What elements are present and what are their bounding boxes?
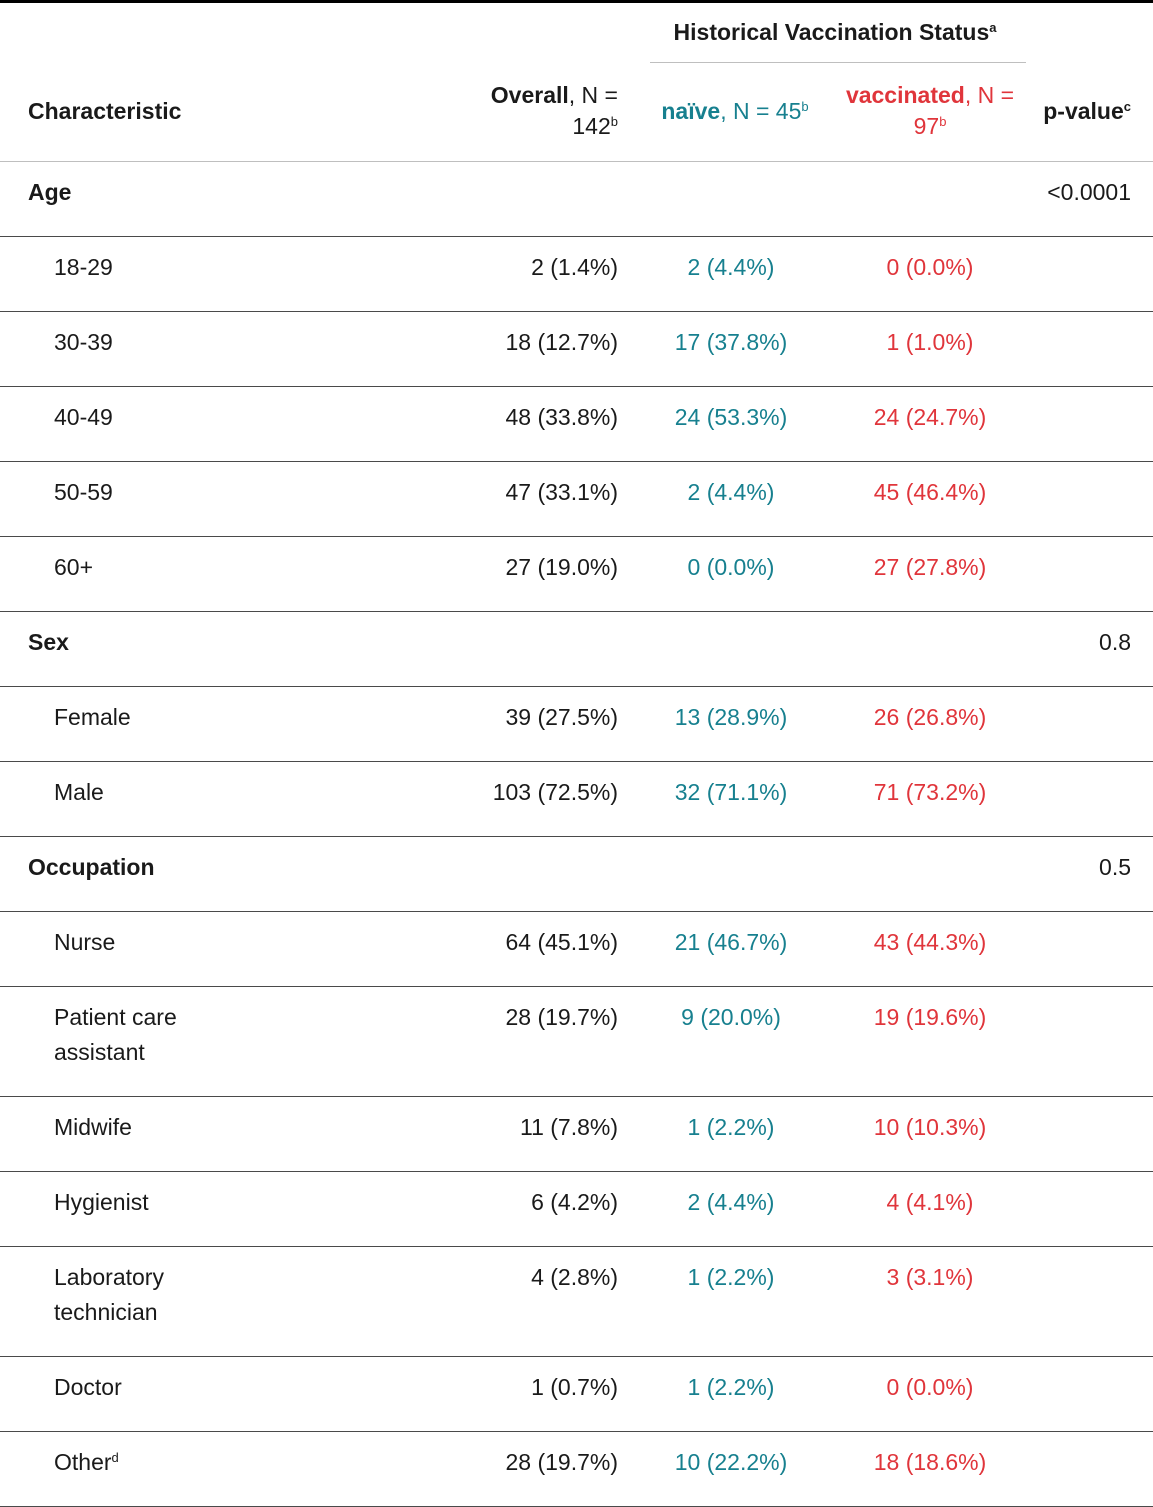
table-row: Patient care assistant 28 (19.7%) 9 (20.… xyxy=(0,986,1153,1097)
header-row-columns: Characteristic Overall, N = 142b naïve, … xyxy=(0,61,1153,162)
row-label: Laboratory technician xyxy=(0,1246,460,1357)
table-row: Laboratory technician 4 (2.8%) 1 (2.2%) … xyxy=(0,1246,1153,1357)
characteristic-header: Characteristic xyxy=(0,61,460,162)
row-label: 60+ xyxy=(0,536,460,612)
naive-value: 2 (4.4%) xyxy=(640,1171,830,1247)
naive-value: 2 (4.4%) xyxy=(640,461,830,537)
naive-value: 24 (53.3%) xyxy=(640,386,830,462)
row-label: Doctor xyxy=(0,1356,460,1432)
overall-value: 6 (4.2%) xyxy=(460,1171,640,1247)
overall-value: 2 (1.4%) xyxy=(460,236,640,312)
vaccinated-value: 0 (0.0%) xyxy=(830,1356,1031,1432)
table-row: Hygienist 6 (4.2%) 2 (4.4%) 4 (4.1%) xyxy=(0,1171,1153,1247)
table-row: Doctor 1 (0.7%) 1 (2.2%) 0 (0.0%) xyxy=(0,1356,1153,1432)
vaccinated-value: 1 (1.0%) xyxy=(830,311,1031,387)
overall-header: Overall, N = 142b xyxy=(460,61,640,162)
naive-value: 1 (2.2%) xyxy=(640,1356,830,1432)
vaccinated-value: 0 (0.0%) xyxy=(830,236,1031,312)
overall-value: 27 (19.0%) xyxy=(460,536,640,612)
group-row-occupation: Occupation 0.5 xyxy=(0,836,1153,912)
table-row: 18-29 2 (1.4%) 2 (4.4%) 0 (0.0%) xyxy=(0,236,1153,312)
table-row: Female 39 (27.5%) 13 (28.9%) 26 (26.8%) xyxy=(0,686,1153,762)
vaccinated-value: 71 (73.2%) xyxy=(830,761,1031,837)
pvalue-header: p-valuec xyxy=(1030,61,1153,162)
overall-value: 47 (33.1%) xyxy=(460,461,640,537)
vaccinated-value: 4 (4.1%) xyxy=(830,1171,1031,1247)
group-row-age: Age <0.0001 xyxy=(0,161,1153,237)
overall-value: 1 (0.7%) xyxy=(460,1356,640,1432)
overall-value: 103 (72.5%) xyxy=(460,761,640,837)
row-label: Hygienist xyxy=(0,1171,460,1247)
row-label: Female xyxy=(0,686,460,762)
table-row: Nurse 64 (45.1%) 21 (46.7%) 43 (44.3%) xyxy=(0,911,1153,987)
overall-value: 28 (19.7%) xyxy=(460,1431,640,1507)
overall-value: 18 (12.7%) xyxy=(460,311,640,387)
row-label: Midwife xyxy=(0,1096,460,1172)
overall-value: 28 (19.7%) xyxy=(460,986,640,1097)
table-row: 40-49 48 (33.8%) 24 (53.3%) 24 (24.7%) xyxy=(0,386,1153,462)
overall-value: 11 (7.8%) xyxy=(460,1096,640,1172)
naive-value: 10 (22.2%) xyxy=(640,1431,830,1507)
row-label: 40-49 xyxy=(0,386,460,462)
table-row: Midwife 11 (7.8%) 1 (2.2%) 10 (10.3%) xyxy=(0,1096,1153,1172)
row-label: 30-39 xyxy=(0,311,460,387)
table-row: 30-39 18 (12.7%) 17 (37.8%) 1 (1.0%) xyxy=(0,311,1153,387)
group-label: Sex xyxy=(0,611,460,687)
naive-value: 21 (46.7%) xyxy=(640,911,830,987)
naive-value: 0 (0.0%) xyxy=(640,536,830,612)
row-label: Nurse xyxy=(0,911,460,987)
vaccinated-value: 18 (18.6%) xyxy=(830,1431,1031,1507)
p-value: 0.5 xyxy=(1030,836,1153,912)
row-label: 50-59 xyxy=(0,461,460,537)
vaccinated-value: 3 (3.1%) xyxy=(830,1246,1031,1357)
overall-value: 39 (27.5%) xyxy=(460,686,640,762)
vaccinated-value: 26 (26.8%) xyxy=(830,686,1031,762)
p-value: <0.0001 xyxy=(1030,161,1153,237)
row-label: Male xyxy=(0,761,460,837)
table-row: Otherd 28 (19.7%) 10 (22.2%) 18 (18.6%) xyxy=(0,1431,1153,1507)
naive-value: 1 (2.2%) xyxy=(640,1246,830,1357)
group-label: Age xyxy=(0,161,460,237)
naive-value: 17 (37.8%) xyxy=(640,311,830,387)
naive-value: 1 (2.2%) xyxy=(640,1096,830,1172)
vaccinated-value: 19 (19.6%) xyxy=(830,986,1031,1097)
group-label: Occupation xyxy=(0,836,460,912)
overall-value: 48 (33.8%) xyxy=(460,386,640,462)
overall-value: 64 (45.1%) xyxy=(460,911,640,987)
vaccinated-value: 10 (10.3%) xyxy=(830,1096,1031,1172)
naive-value: 13 (28.9%) xyxy=(640,686,830,762)
vaccinated-header: vaccinated, N = 97b xyxy=(830,61,1031,162)
row-label: Otherd xyxy=(0,1431,460,1507)
row-label: Patient care assistant xyxy=(0,986,460,1097)
vaccinated-value: 45 (46.4%) xyxy=(830,461,1031,537)
table-row: 50-59 47 (33.1%) 2 (4.4%) 45 (46.4%) xyxy=(0,461,1153,537)
group-row-sex: Sex 0.8 xyxy=(0,611,1153,687)
naive-value: 9 (20.0%) xyxy=(640,986,830,1097)
group-header: Historical Vaccination Statusa xyxy=(640,0,1031,63)
table-row: 60+ 27 (19.0%) 0 (0.0%) 27 (27.8%) xyxy=(0,536,1153,612)
table-row: Male 103 (72.5%) 32 (71.1%) 71 (73.2%) xyxy=(0,761,1153,837)
naive-header: naïve, N = 45b xyxy=(640,61,830,162)
naive-value: 32 (71.1%) xyxy=(640,761,830,837)
p-value: 0.8 xyxy=(1030,611,1153,687)
row-label: 18-29 xyxy=(0,236,460,312)
naive-value: 2 (4.4%) xyxy=(640,236,830,312)
vaccinated-value: 24 (24.7%) xyxy=(830,386,1031,462)
vaccinated-value: 43 (44.3%) xyxy=(830,911,1031,987)
overall-value: 4 (2.8%) xyxy=(460,1246,640,1357)
vaccinated-value: 27 (27.8%) xyxy=(830,536,1031,612)
header-row-group: Historical Vaccination Statusa xyxy=(0,0,1153,63)
